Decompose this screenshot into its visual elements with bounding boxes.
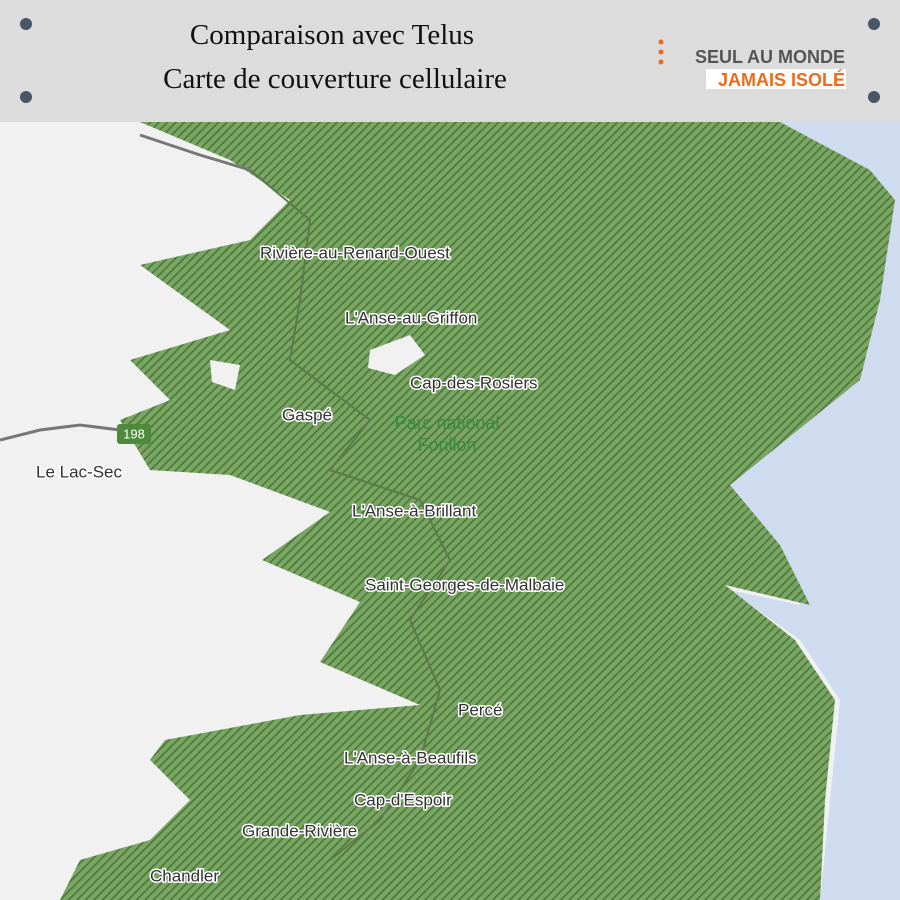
- logo-text: JAMAIS ISOLÉ: [718, 69, 845, 90]
- logo-dot: [658, 59, 664, 65]
- place-label: Percé: [458, 700, 502, 719]
- lake: [210, 360, 240, 390]
- header: [0, 0, 900, 122]
- logo-band: [706, 69, 846, 89]
- place-label: Grande-Rivière: [242, 821, 357, 840]
- place-label: L'Anse-au-Griffon: [345, 308, 477, 327]
- place-label: Saint-Georges-de-Malbaie: [365, 575, 564, 594]
- road: [0, 423, 121, 442]
- place-label: Rivière-au-Renard-Ouest: [260, 243, 450, 262]
- place-label: Chandler: [150, 866, 219, 885]
- road: [249, 169, 452, 861]
- logo-dot: [658, 39, 664, 45]
- place-label: Gaspé: [282, 405, 332, 424]
- logo-dot: [658, 49, 664, 55]
- place-label: Cap-d'Espoir: [354, 790, 452, 809]
- screw: [868, 18, 880, 30]
- title: Carte de couverture cellulaire: [163, 63, 507, 95]
- logo-text: SEUL AU MONDE: [695, 47, 845, 67]
- place-label: L'Anse-à-Brillant: [352, 501, 476, 520]
- place-label: Cap-des-Rosiers: [410, 373, 538, 392]
- road: [139, 133, 251, 172]
- road-number: 198: [123, 426, 145, 441]
- coverage-area: [60, 122, 895, 900]
- title: Comparaison avec Telus: [190, 19, 474, 51]
- road-shield: [117, 424, 151, 444]
- water: [730, 122, 900, 900]
- screw: [20, 18, 32, 30]
- screw: [20, 91, 32, 103]
- park-label: Forillon: [417, 435, 476, 455]
- place-label: Le Lac-Sec: [36, 462, 122, 481]
- lake: [368, 335, 425, 375]
- screw: [868, 91, 880, 103]
- park-label: Parc national: [394, 413, 499, 433]
- place-label: L'Anse-à-Beaufils: [344, 748, 477, 767]
- labels: Rivière-au-Renard-Ouest L'Anse-au-Griffon…: [35, 242, 566, 887]
